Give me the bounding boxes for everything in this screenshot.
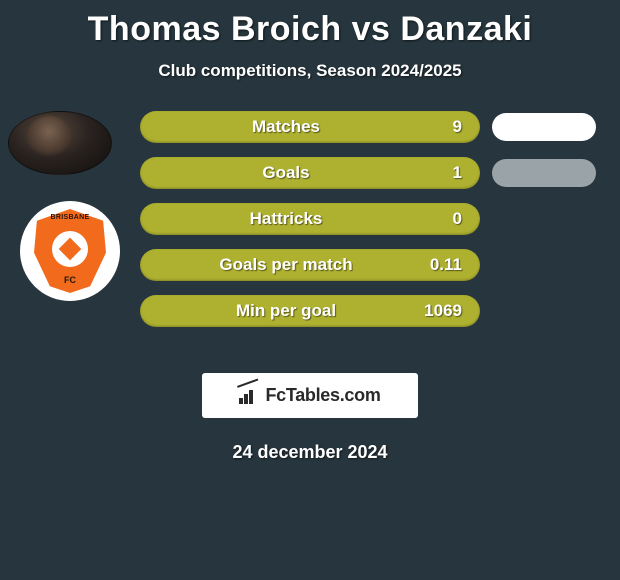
stat-row-hattricks: Hattricks 0 — [140, 203, 480, 235]
subtitle: Club competitions, Season 2024/2025 — [0, 61, 620, 81]
player-avatar — [8, 111, 112, 175]
right-pills — [492, 111, 596, 205]
stat-label: Hattricks — [158, 209, 414, 229]
stat-value: 1 — [414, 163, 462, 183]
stat-label: Min per goal — [158, 301, 414, 321]
club-badge-bottom-text: FC — [34, 275, 106, 285]
stat-value: 9 — [414, 117, 462, 137]
stat-value: 0 — [414, 209, 462, 229]
stat-label: Goals — [158, 163, 414, 183]
stat-row-min-per-goal: Min per goal 1069 — [140, 295, 480, 327]
comparison-pill — [492, 113, 596, 141]
club-badge-top-text: BRISBANE — [34, 214, 106, 221]
stat-label: Goals per match — [158, 255, 414, 275]
chart-icon — [239, 388, 259, 404]
stats-area: BRISBANE FC Matches 9 Goals 1 Hattricks … — [0, 111, 620, 371]
stat-row-matches: Matches 9 — [140, 111, 480, 143]
page-title: Thomas Broich vs Danzaki — [0, 0, 620, 49]
stat-value: 0.11 — [414, 255, 462, 275]
brand-label: FcTables.com — [265, 385, 380, 406]
stat-value: 1069 — [414, 301, 462, 321]
stat-label: Matches — [158, 117, 414, 137]
stat-row-goals: Goals 1 — [140, 157, 480, 189]
club-badge: BRISBANE FC — [34, 209, 106, 293]
stat-rows: Matches 9 Goals 1 Hattricks 0 Goals per … — [140, 111, 480, 341]
club-avatar: BRISBANE FC — [20, 201, 120, 301]
comparison-pill — [492, 159, 596, 187]
date-text: 24 december 2024 — [0, 442, 620, 463]
brand-box: FcTables.com — [202, 373, 418, 418]
stat-row-goals-per-match: Goals per match 0.11 — [140, 249, 480, 281]
